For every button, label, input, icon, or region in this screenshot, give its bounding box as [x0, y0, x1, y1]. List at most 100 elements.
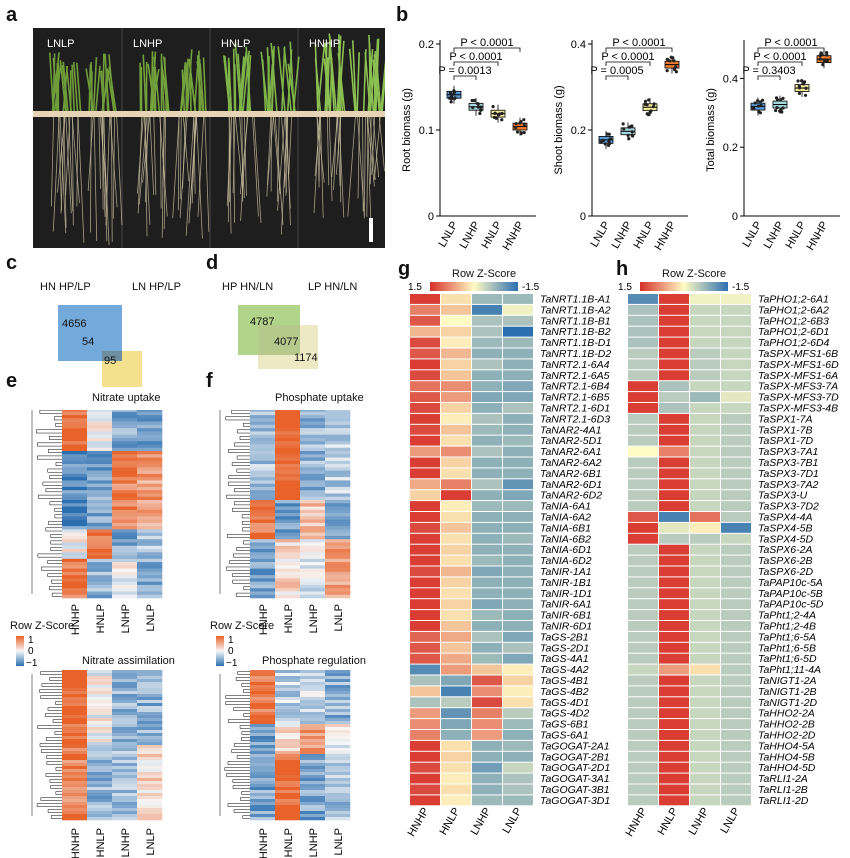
- heat-cell: [62, 736, 88, 740]
- heat-cell: [112, 421, 138, 426]
- dendro-branch: [55, 422, 62, 427]
- dendro-branch: [55, 791, 62, 795]
- heat-cell: [503, 621, 533, 631]
- heat-cell: [690, 631, 720, 642]
- data-point: [757, 110, 761, 114]
- heat-cell: [325, 581, 351, 586]
- heat-cell: [250, 539, 276, 543]
- heat-cell: [250, 739, 276, 743]
- data-point: [522, 130, 526, 135]
- heat-cell: [325, 496, 351, 501]
- heat-cell: [325, 431, 351, 435]
- dendro-branch: [228, 449, 250, 453]
- dendro-branch: [47, 468, 62, 473]
- dendro-branch: [243, 422, 250, 427]
- heat-cell: [410, 457, 440, 468]
- heat-cell: [62, 691, 88, 695]
- heat-cell: [250, 519, 276, 524]
- sig-bracket: [757, 75, 781, 80]
- gene-label: TaSPX3-U: [758, 490, 808, 502]
- heat-cell: [659, 501, 689, 511]
- heat-cell: [325, 513, 351, 517]
- gene-label: TaGOGAT-2D1: [540, 762, 610, 774]
- heat-cell: [62, 706, 88, 710]
- venn-c: [58, 305, 142, 387]
- sig-label: P = 0.0005: [590, 65, 643, 77]
- gene-label: TaNIR-1D1: [540, 588, 592, 600]
- heat-cell: [410, 490, 440, 501]
- heat-cell: [441, 337, 471, 348]
- heat-cell: [112, 470, 138, 475]
- root-strand: [161, 116, 165, 238]
- heat-cell: [250, 706, 276, 710]
- heat-cell: [441, 294, 471, 304]
- heat-cell: [62, 532, 88, 537]
- x-tick-label: HNHP: [653, 220, 679, 253]
- heat-cell: [721, 642, 751, 653]
- root-strand: [281, 116, 287, 193]
- heat-cell: [87, 814, 113, 818]
- heat-cell: [87, 802, 113, 806]
- heat-cell: [659, 599, 689, 610]
- heat-cell: [112, 811, 138, 815]
- heat-cell: [410, 359, 440, 370]
- heat-cell: [690, 795, 720, 806]
- zscore-e-tick-mid: 0: [28, 646, 34, 657]
- heat-cell: [250, 411, 276, 416]
- dendro-branch: [55, 767, 62, 771]
- heat-cell: [62, 730, 88, 734]
- heat-cell: [472, 501, 502, 511]
- heat-cell: [87, 724, 113, 728]
- heat-cell: [275, 431, 301, 435]
- leaf-blade: [237, 53, 243, 112]
- heat-cell: [62, 697, 88, 701]
- heat-cell: [690, 381, 720, 392]
- heat-cell: [62, 781, 88, 785]
- heat-cell: [721, 315, 751, 326]
- heat-cell: [250, 769, 276, 773]
- heat-cell: [659, 686, 689, 697]
- heat-cell: [503, 773, 533, 784]
- heat-cell: [87, 555, 113, 560]
- heat-cell: [112, 444, 138, 449]
- heatmap-f-col-label-top: HNLP: [283, 604, 295, 633]
- gene-label: TaGOGAT-2A1: [540, 740, 610, 752]
- heat-cell: [250, 503, 276, 507]
- dendro-branch: [40, 749, 62, 753]
- heat-cell: [721, 359, 751, 370]
- leaf-blade: [247, 62, 251, 112]
- heat-cell: [325, 588, 351, 592]
- root-strand: [76, 116, 79, 207]
- heat-cell: [503, 392, 533, 402]
- dendro-branch: [231, 749, 250, 753]
- heat-cell: [503, 403, 533, 413]
- heat-cell: [87, 562, 113, 566]
- dendro-branch: [237, 671, 250, 675]
- heat-cell: [300, 509, 326, 514]
- data-point: [756, 99, 760, 103]
- heat-cell: [275, 715, 301, 719]
- heat-cell: [87, 441, 113, 445]
- heat-cell: [300, 724, 326, 728]
- heat-cell: [137, 775, 163, 779]
- heat-cell: [441, 501, 471, 511]
- heat-cell: [472, 566, 502, 577]
- heat-cell: [659, 664, 689, 675]
- heat-cell: [250, 483, 276, 488]
- heat-cell: [325, 685, 351, 689]
- data-point: [751, 106, 755, 110]
- heat-cell: [62, 796, 88, 800]
- heat-cell: [62, 441, 88, 445]
- heat-cell: [250, 415, 276, 419]
- heat-cell: [628, 533, 658, 544]
- heat-cell: [137, 751, 163, 755]
- data-point: [603, 142, 607, 146]
- heat-cell: [441, 392, 471, 402]
- heat-cell: [62, 733, 88, 737]
- heat-cell: [441, 795, 471, 806]
- heat-cell: [721, 664, 751, 675]
- gene-label: TaNIA-6D1: [540, 544, 592, 556]
- heat-cell: [628, 762, 658, 773]
- heat-cell: [137, 799, 163, 803]
- heat-cell: [325, 817, 351, 821]
